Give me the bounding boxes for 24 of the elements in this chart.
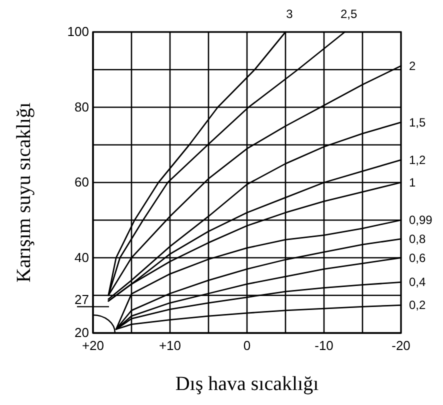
- series-label: 2,5: [340, 7, 358, 21]
- x-tick-label: -10: [314, 338, 334, 354]
- x-tick-label: +20: [82, 338, 104, 354]
- x-tick-label: -20: [392, 338, 410, 354]
- x-tick-label: +10: [158, 338, 182, 354]
- y-tick-label: 27: [74, 292, 89, 308]
- series-label: 1,2: [409, 152, 426, 167]
- series-label: 0,8: [409, 232, 426, 246]
- x-tick-label: 0: [243, 338, 251, 354]
- series-label: 1,5: [409, 115, 426, 130]
- y-tick-label: 20: [74, 325, 89, 340]
- y-tick-label: 80: [74, 99, 89, 114]
- series-label: 0,99: [409, 213, 433, 228]
- x-axis-title: Dış hava sıcaklığı: [175, 373, 320, 395]
- series-label: 0,4: [409, 275, 426, 290]
- series-label: 0,2: [409, 298, 426, 312]
- y-axis-title: Karışım suyu sıcaklığı: [13, 102, 35, 282]
- series-label: 2: [409, 58, 416, 73]
- y-tick-label: 100: [67, 24, 89, 40]
- series-label: 3: [286, 7, 294, 21]
- y-tick-label: 60: [74, 174, 89, 190]
- series-label: 0,6: [409, 250, 426, 265]
- series-label: 1: [409, 176, 416, 190]
- y-tick-label: 40: [74, 250, 89, 265]
